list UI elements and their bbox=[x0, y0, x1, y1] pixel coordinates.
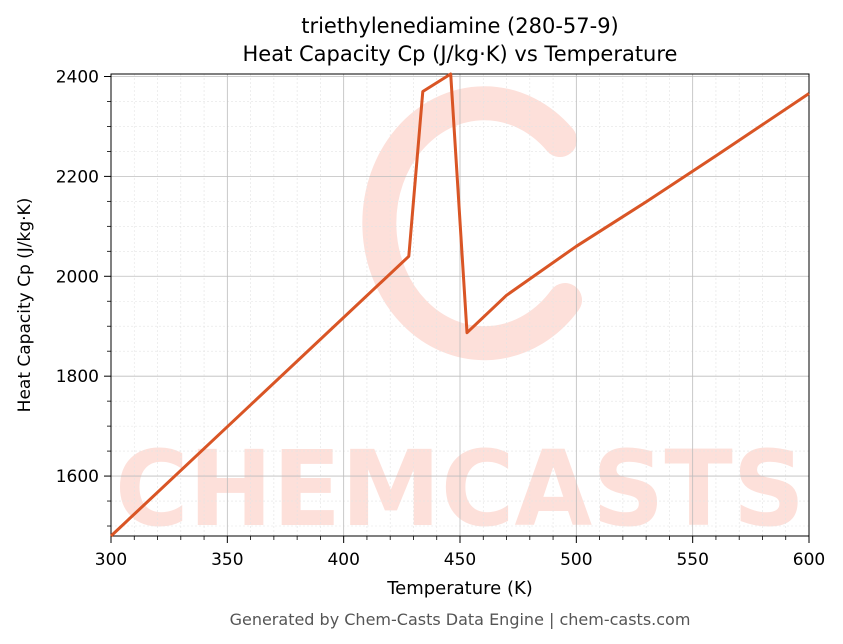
y-tick-label: 2400 bbox=[56, 67, 99, 87]
series-line-heat-capacity bbox=[109, 72, 810, 538]
y-tick-label: 2000 bbox=[56, 267, 99, 287]
axis-ticks bbox=[104, 75, 810, 543]
chart-title-line2: Heat Capacity Cp (J/kg·K) vs Temperature bbox=[243, 42, 678, 66]
watermark-logo-icon bbox=[362, 86, 582, 361]
y-tick-label: 1600 bbox=[56, 467, 99, 487]
chart-title-line1: triethylenediamine (280-57-9) bbox=[301, 14, 619, 38]
x-tick-label: 300 bbox=[95, 550, 127, 570]
footer-credit: Generated by Chem-Casts Data Engine | ch… bbox=[230, 610, 691, 629]
y-tick-label: 1800 bbox=[56, 367, 99, 387]
y-tick-label: 2200 bbox=[56, 167, 99, 187]
x-tick-label: 400 bbox=[327, 550, 359, 570]
x-tick-label: 550 bbox=[676, 550, 708, 570]
x-tick-label: 600 bbox=[793, 550, 825, 570]
y-axis-label: Heat Capacity Cp (J/kg·K) bbox=[15, 198, 35, 413]
axis-tick-labels: 300 350 400 450 500 550 600 1600 1800 2000 2200 240… bbox=[56, 67, 825, 570]
x-tick-label: 350 bbox=[211, 550, 243, 570]
x-tick-label: 450 bbox=[444, 550, 476, 570]
x-tick-label: 500 bbox=[560, 550, 592, 570]
x-axis-label: Temperature (K) bbox=[386, 578, 533, 599]
